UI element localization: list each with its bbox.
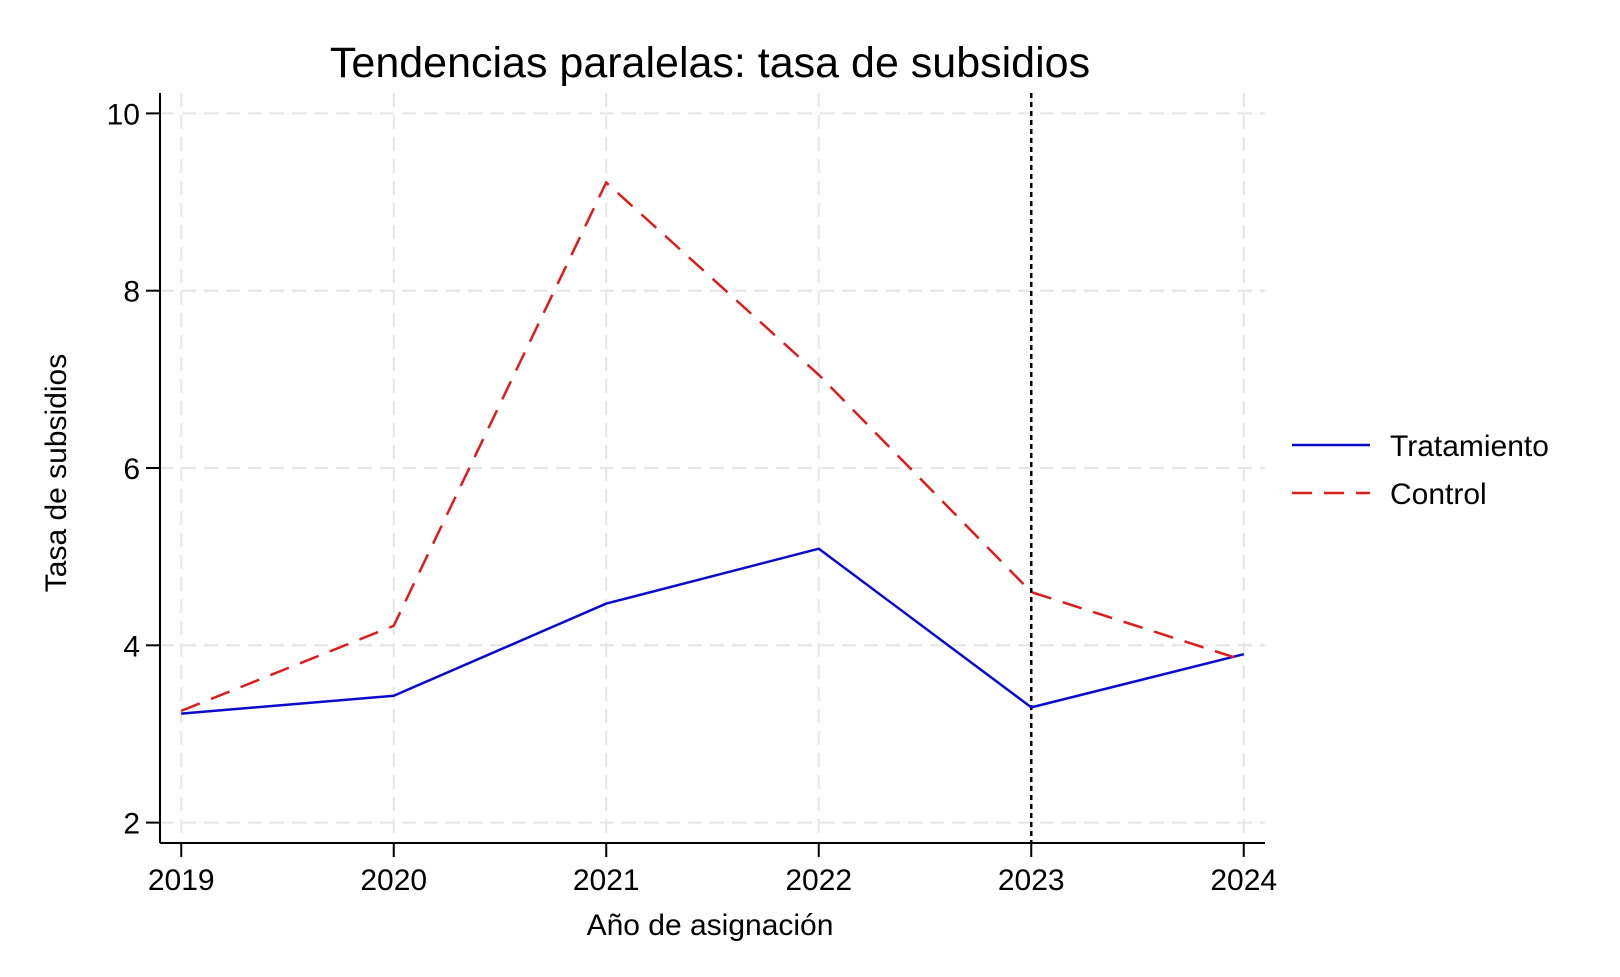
x-axis-label: Año de asignación (587, 909, 834, 942)
series-line-control (181, 183, 1244, 711)
y-tick-label-6: 6 (123, 453, 140, 486)
x-tick-label-2019: 2019 (148, 864, 215, 897)
legend-label-tratamiento: Tratamiento (1390, 430, 1549, 463)
x-tick-label-2021: 2021 (573, 864, 640, 897)
series-line-tratamiento (181, 549, 1244, 714)
y-tick-label-4: 4 (123, 630, 140, 663)
y-tick-label-2: 2 (123, 808, 140, 841)
axes (146, 93, 1265, 857)
grid (160, 93, 1265, 843)
chart-title: Tendencias paralelas: tasa de subsidios (330, 39, 1090, 87)
y-tick-label-8: 8 (123, 276, 140, 309)
tick-labels: 2019 2020 2021 2022 2023 2024 2 4 6 8 10 (107, 98, 1278, 897)
series-layer (181, 182, 1244, 713)
x-tick-label-2020: 2020 (360, 864, 427, 897)
y-axis-label: Tasa de subsidios (40, 354, 73, 592)
legend-label-control: Control (1390, 478, 1487, 511)
x-tick-label-2023: 2023 (998, 864, 1065, 897)
x-tick-label-2024: 2024 (1210, 864, 1277, 897)
y-tick-label-10: 10 (107, 98, 140, 131)
x-tick-label-2022: 2022 (785, 864, 852, 897)
legend: Tratamiento Control (1292, 430, 1549, 511)
